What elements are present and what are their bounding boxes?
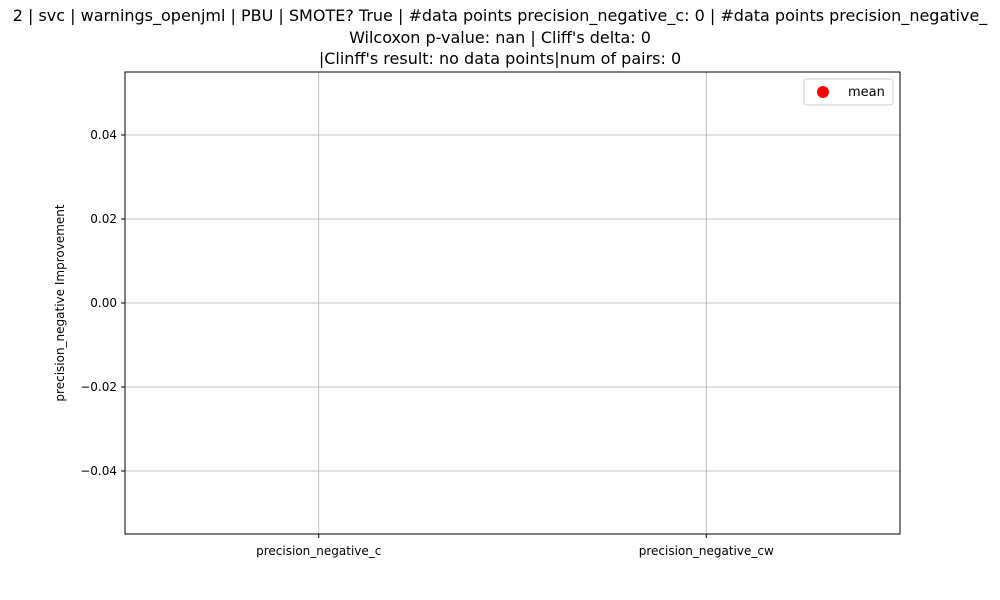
y-tick-label: 0.04	[90, 128, 117, 142]
x-tick-label: precision_negative_c	[256, 544, 381, 558]
grid-lines	[125, 72, 900, 534]
x-axis: precision_negative_c precision_negative_c…	[256, 534, 774, 558]
legend-box	[803, 78, 894, 106]
y-tick-label: −0.04	[80, 464, 117, 478]
legend-label-mean: mean	[848, 85, 885, 100]
x-tick-label: precision_negative_cw	[639, 544, 774, 558]
y-tick-label: −0.02	[80, 380, 117, 394]
chart-title-line-1: 2 | svc | warnings_openjml | PBU | SMOTE…	[12, 6, 988, 25]
y-tick-label: 0.02	[90, 212, 117, 226]
chart-title-line-3: |Clinff's result: no data points|num of …	[318, 49, 682, 68]
legend-marker-mean	[817, 86, 829, 98]
y-tick-label: 0.00	[90, 296, 117, 310]
y-axis: −0.04 −0.02 0.00 0.02 0.04	[80, 128, 125, 478]
legend: mean	[803, 78, 894, 106]
chart-title-line-2: Wilcoxon p-value: nan | Cliff's delta: 0	[349, 28, 651, 47]
y-axis-label: precision_negative Improvement	[53, 204, 67, 401]
